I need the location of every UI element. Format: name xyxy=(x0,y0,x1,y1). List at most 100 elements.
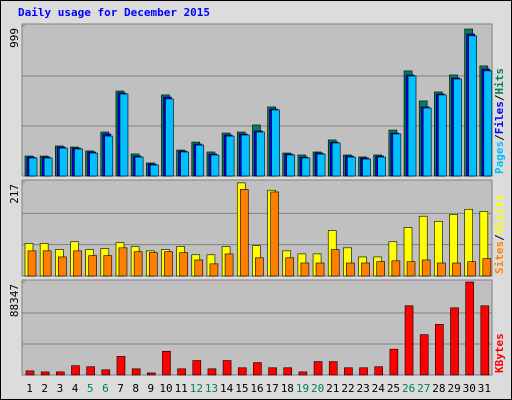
bar xyxy=(271,109,280,177)
bar xyxy=(422,107,432,177)
legend-entry: Files xyxy=(493,101,506,134)
bar xyxy=(71,365,80,376)
bar xyxy=(483,70,493,177)
legend-separator: / xyxy=(493,94,506,101)
bar xyxy=(103,255,113,277)
x-tick-label: 6 xyxy=(102,382,109,395)
x-tick-label: 4 xyxy=(72,382,79,395)
x-tick-label: 29 xyxy=(447,382,460,395)
bar xyxy=(298,371,308,376)
bar xyxy=(224,253,234,277)
legend: KBytes xyxy=(493,333,506,373)
bar xyxy=(134,156,144,177)
bar xyxy=(180,151,189,177)
bar xyxy=(377,156,387,177)
x-tick-label: 11 xyxy=(175,382,188,395)
bar xyxy=(435,324,444,376)
bar xyxy=(58,256,67,277)
bar xyxy=(344,367,353,376)
bar xyxy=(162,350,171,376)
bar xyxy=(438,94,447,177)
x-tick-label: 14 xyxy=(220,382,234,395)
bar xyxy=(133,251,143,277)
bar xyxy=(480,305,490,376)
bar xyxy=(467,261,476,277)
bar xyxy=(59,147,68,177)
legend: Sites/Visits xyxy=(493,195,506,275)
x-tick-label: 2 xyxy=(41,382,48,395)
bar xyxy=(56,371,65,376)
bar xyxy=(131,368,141,376)
bar xyxy=(465,281,474,376)
x-tick-label: 7 xyxy=(117,382,124,395)
panel xyxy=(21,279,493,376)
bar xyxy=(404,305,414,376)
bar xyxy=(268,367,277,376)
bar xyxy=(119,93,129,177)
bar xyxy=(192,360,202,376)
x-tick-label: 12 xyxy=(190,382,203,395)
x-tick-label: 17 xyxy=(266,382,279,395)
bar xyxy=(40,371,50,376)
bar xyxy=(406,261,416,277)
bar xyxy=(452,262,461,277)
bar xyxy=(165,98,174,177)
x-tick-label: 24 xyxy=(372,382,386,395)
bar xyxy=(331,142,341,177)
bar xyxy=(437,262,446,277)
bar xyxy=(301,157,311,177)
x-tick-label: 23 xyxy=(357,382,370,395)
x-tick-label: 3 xyxy=(57,382,64,395)
legend: Pages/Files/Hits xyxy=(493,68,506,174)
bar xyxy=(239,189,249,277)
x-tick-label: 1 xyxy=(26,382,33,395)
legend-entry: Visits xyxy=(493,195,506,235)
x-tick-label: 20 xyxy=(311,382,324,395)
x-tick-label: 28 xyxy=(432,382,445,395)
bar xyxy=(346,262,355,277)
bar xyxy=(270,191,279,277)
bar xyxy=(237,367,247,376)
bar xyxy=(164,251,173,277)
legend-separator: / xyxy=(493,234,506,241)
bar xyxy=(450,307,459,376)
bar xyxy=(207,368,217,376)
bar xyxy=(89,152,98,177)
bar xyxy=(330,249,340,277)
bar xyxy=(179,252,188,277)
bar xyxy=(209,263,219,277)
x-tick-label: 10 xyxy=(159,382,172,395)
bar xyxy=(468,35,477,177)
x-tick-label: 9 xyxy=(148,382,155,395)
x-tick-label: 8 xyxy=(132,382,139,395)
bar xyxy=(101,369,111,376)
x-tick-label: 19 xyxy=(296,382,309,395)
bar xyxy=(88,255,97,277)
bar xyxy=(195,144,205,177)
legend-entry: Pages xyxy=(493,141,506,174)
legend-entry: Hits xyxy=(493,68,506,95)
x-tick-label: 22 xyxy=(341,382,354,395)
y-tick-label: 217 xyxy=(8,184,21,204)
x-tick-label: 18 xyxy=(281,382,294,395)
bar xyxy=(149,164,159,177)
bar xyxy=(482,258,492,277)
bar xyxy=(104,135,114,177)
legend-entry: KBytes xyxy=(493,333,506,373)
bar xyxy=(225,135,235,177)
bar xyxy=(285,257,295,277)
bar xyxy=(283,367,293,376)
bar xyxy=(374,366,384,376)
bar xyxy=(116,356,126,376)
bar xyxy=(300,262,310,277)
bar xyxy=(148,252,158,277)
bar xyxy=(316,153,326,177)
bar xyxy=(407,75,417,177)
bar xyxy=(42,250,52,277)
bar xyxy=(255,257,264,277)
bar xyxy=(361,262,370,277)
bar xyxy=(177,368,186,376)
x-tick-label: 21 xyxy=(326,382,339,395)
bar xyxy=(256,131,265,177)
